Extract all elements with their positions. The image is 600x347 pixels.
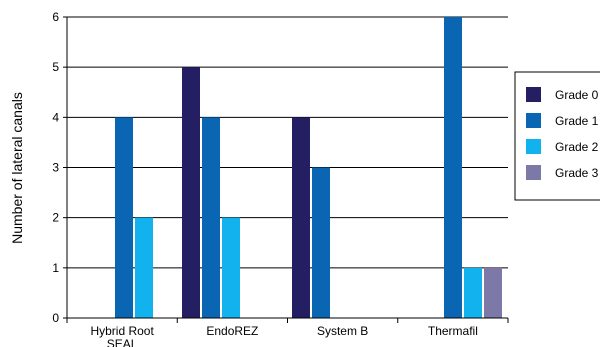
x-tick-labels: Hybrid Root SEAL EndoREZ System B Thermafil [90,324,477,347]
bar-grade-1 [115,117,133,318]
y-tick-label: 2 [52,211,59,225]
bar-grade-2 [222,217,240,318]
bar-grade-1 [444,17,462,318]
y-tick-label: 0 [52,311,59,325]
bars [115,17,502,319]
x-tick-label: Hybrid Root SEAL [90,324,154,347]
legend-entry: Grade 2 [555,140,599,154]
bar-grade-0 [292,117,310,318]
x-tick-label: Thermafil [428,324,478,338]
bar-grade-1 [312,167,330,318]
gridlines [67,16,508,269]
bar-grade-3 [484,267,502,318]
bar-grade-1 [202,117,220,318]
y-tick-label: 6 [52,10,59,24]
legend-entry: Grade 1 [555,114,599,128]
y-tick-label: 4 [52,110,59,124]
legend-swatch [526,113,541,128]
legend-entry: Grade 0 [555,88,599,102]
y-tick-labels: 0 1 2 3 4 5 6 [52,10,59,325]
legend-entry: Grade 3 [555,166,599,180]
y-tick-label: 5 [52,60,59,74]
y-tick-label: 3 [52,161,59,175]
legend-swatch [526,87,541,102]
axes [63,16,509,323]
legend-swatch [526,139,541,154]
legend-swatch [526,165,541,180]
x-tick-label: EndoREZ [206,324,258,338]
x-tick-label: System B [317,324,368,338]
legend: Grade 0 Grade 1 Grade 2 Grade 3 [514,71,600,201]
bar-grade-2 [464,267,482,318]
bar-grade-0 [182,67,200,319]
y-tick-label: 1 [52,261,59,275]
bar-grade-2 [135,217,153,318]
y-axis-title: Number of lateral canals [9,92,25,244]
